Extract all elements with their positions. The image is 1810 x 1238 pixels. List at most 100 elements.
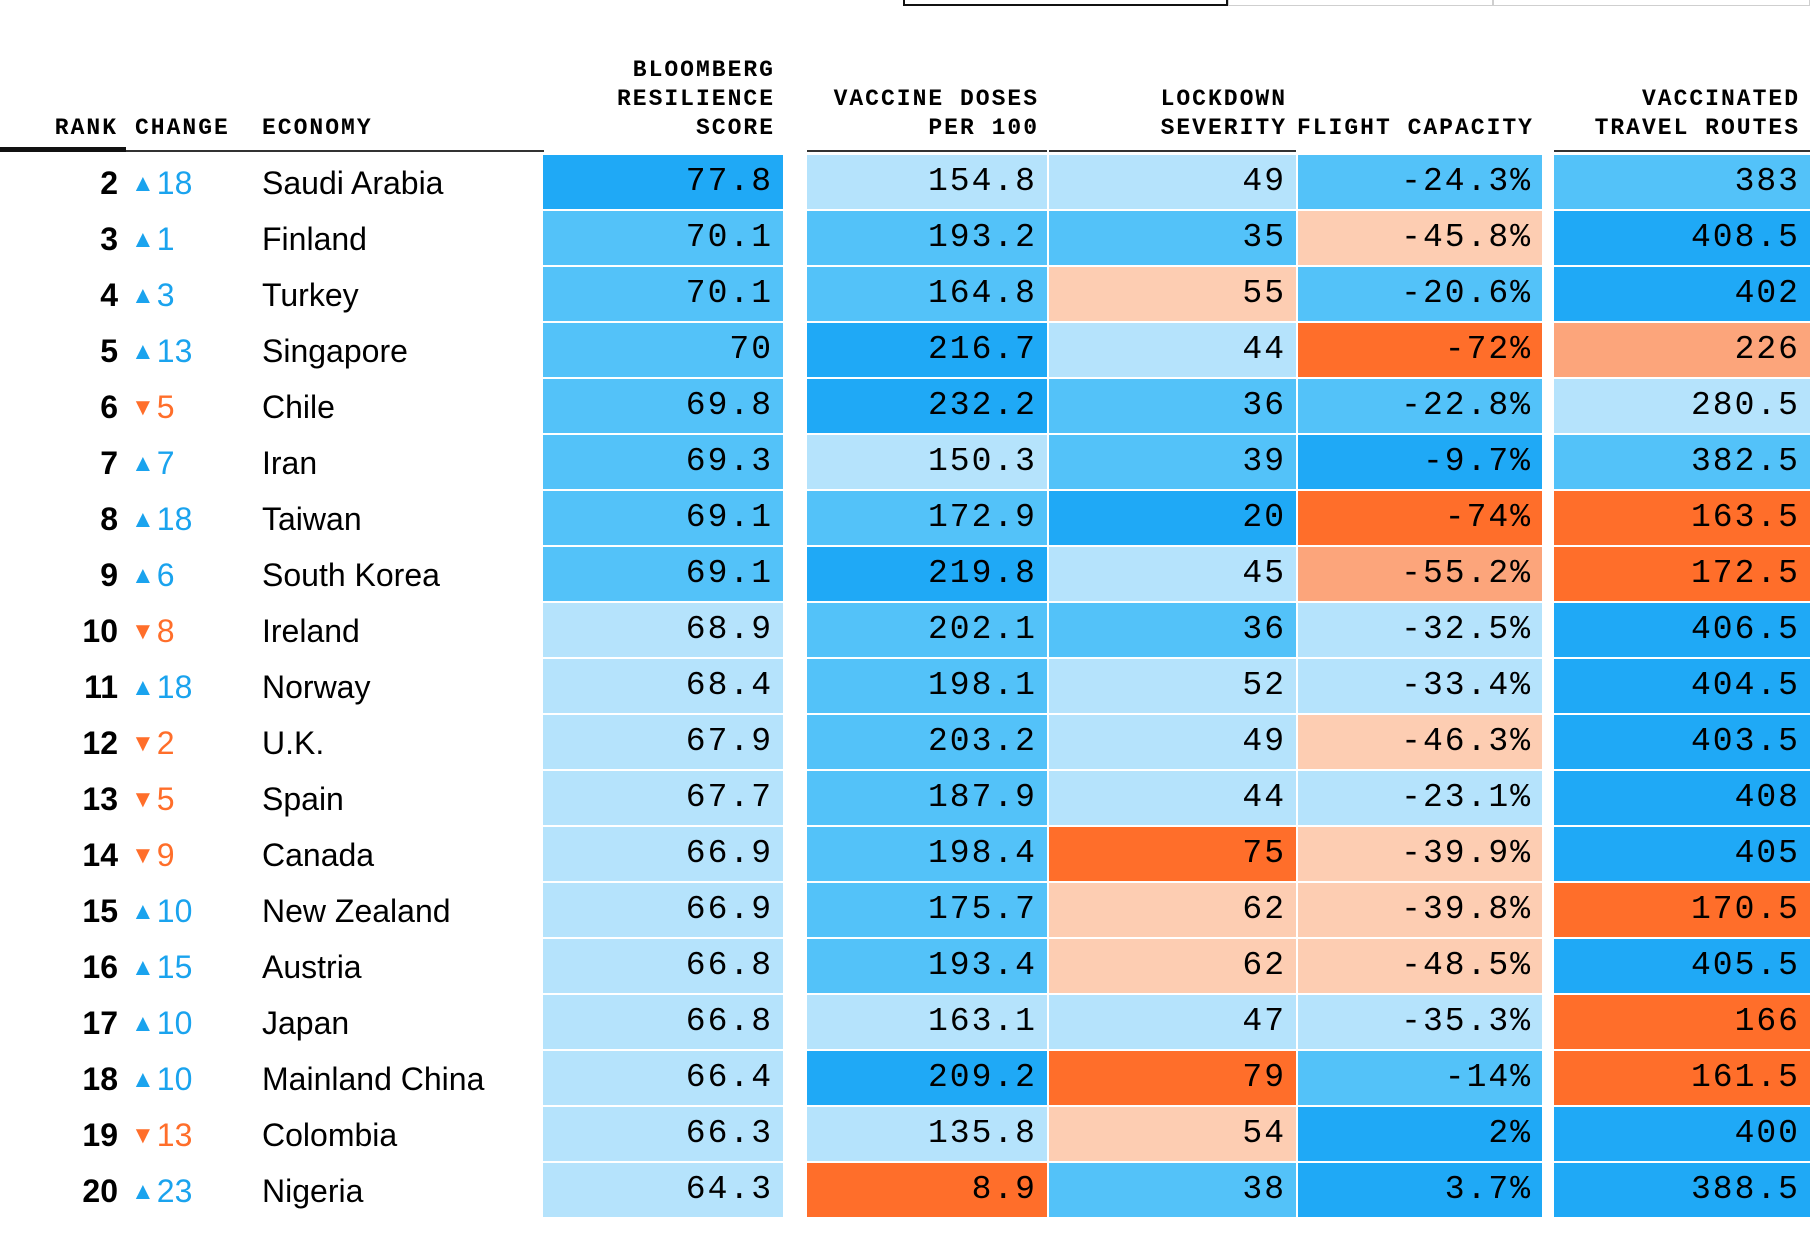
rank-cell: 2 [100, 165, 118, 201]
rank-cell: 5 [100, 333, 118, 369]
arrow-down-icon: ▼ [131, 394, 155, 421]
table-row[interactable]: 12 ▼2 U.K. 67.9 203.2 49 -46.3% 403.5 [0, 715, 1810, 771]
change-cell: ▲18 [131, 155, 241, 212]
arrow-up-icon: ▲ [131, 898, 155, 925]
economy-cell: Saudi Arabia [262, 165, 444, 201]
arrow-up-icon: ▲ [131, 282, 155, 309]
rank-cell: 14 [82, 837, 118, 873]
change-cell: ▲1 [131, 211, 241, 268]
lockdown-severity-cell: 55 [1049, 267, 1296, 321]
header-rank[interactable]: RANK [54, 115, 118, 141]
table-row[interactable]: 8 ▲18 Taiwan 69.1 172.9 20 -74% 163.5 [0, 491, 1810, 547]
table-row[interactable]: 4 ▲3 Turkey 70.1 164.8 55 -20.6% 402 [0, 267, 1810, 323]
tab-2[interactable] [1228, 0, 1493, 6]
table-row[interactable]: 2 ▲18 Saudi Arabia 77.8 154.8 49 -24.3% 383 [0, 155, 1810, 211]
change-cell: ▼9 [131, 827, 241, 884]
economy-cell: Canada [262, 837, 375, 873]
vaccine-doses-cell: 164.8 [807, 267, 1047, 321]
change-value: 8 [156, 613, 175, 649]
table-row[interactable]: 17 ▲10 Japan 66.8 163.1 47 -35.3% 166 [0, 995, 1810, 1051]
header-vaccine-doses[interactable]: VACCINE DOSES PER 100 [833, 86, 1039, 141]
travel-routes-cell: 170.5 [1554, 883, 1810, 937]
change-cell: ▼8 [131, 603, 241, 660]
table-row[interactable]: 18 ▲10 Mainland China 66.4 209.2 79 -14% 161.5 [0, 1051, 1810, 1107]
vaccine-doses-cell: 198.1 [807, 659, 1047, 713]
flight-capacity-cell: -39.8% [1298, 883, 1542, 937]
table-row[interactable]: 10 ▼8 Ireland 68.9 202.1 36 -32.5% 406.5 [0, 603, 1810, 659]
table-row[interactable]: 14 ▼9 Canada 66.9 198.4 75 -39.9% 405 [0, 827, 1810, 883]
change-cell: ▲15 [131, 939, 241, 996]
resilience-score-cell: 66.3 [543, 1107, 783, 1161]
flight-capacity-cell: -32.5% [1298, 603, 1542, 657]
table-row[interactable]: 3 ▲1 Finland 70.1 193.2 35 -45.8% 408.5 [0, 211, 1810, 267]
header-resilience-score[interactable]: BLOOMBERG RESILIENCE SCORE [616, 57, 775, 141]
arrow-up-icon: ▲ [131, 1178, 155, 1205]
table-row[interactable]: 11 ▲18 Norway 68.4 198.1 52 -33.4% 404.5 [0, 659, 1810, 715]
tab-active[interactable] [903, 0, 1228, 6]
header-change[interactable]: CHANGE [135, 115, 230, 141]
arrow-down-icon: ▼ [131, 618, 155, 645]
vaccine-doses-cell: 187.9 [807, 771, 1047, 825]
travel-routes-cell: 406.5 [1554, 603, 1810, 657]
arrow-down-icon: ▼ [131, 786, 155, 813]
table-row[interactable]: 19 ▼13 Colombia 66.3 135.8 54 2% 400 [0, 1107, 1810, 1163]
table-row[interactable]: 6 ▼5 Chile 69.8 232.2 36 -22.8% 280.5 [0, 379, 1810, 435]
lockdown-severity-cell: 38 [1049, 1163, 1296, 1217]
change-cell: ▲6 [131, 547, 241, 604]
arrow-down-icon: ▼ [131, 842, 155, 869]
table-row[interactable]: 13 ▼5 Spain 67.7 187.9 44 -23.1% 408 [0, 771, 1810, 827]
header-rule [1049, 150, 1296, 152]
travel-routes-cell: 172.5 [1554, 547, 1810, 601]
header-rule-active [0, 147, 126, 152]
arrow-up-icon: ▲ [131, 562, 155, 589]
vaccine-doses-cell: 216.7 [807, 323, 1047, 377]
travel-routes-cell: 403.5 [1554, 715, 1810, 769]
economy-cell: Chile [262, 389, 335, 425]
lockdown-severity-cell: 45 [1049, 547, 1296, 601]
table-row[interactable]: 9 ▲6 South Korea 69.1 219.8 45 -55.2% 172.5 [0, 547, 1810, 603]
table-row[interactable]: 15 ▲10 New Zealand 66.9 175.7 62 -39.8% 170.5 [0, 883, 1810, 939]
change-value: 18 [156, 165, 193, 201]
economy-cell: Japan [262, 1005, 350, 1041]
change-value: 13 [156, 333, 193, 369]
arrow-up-icon: ▲ [131, 506, 155, 533]
flight-capacity-cell: -14% [1298, 1051, 1542, 1105]
flight-capacity-cell: -74% [1298, 491, 1542, 545]
vaccine-doses-cell: 8.9 [807, 1163, 1047, 1217]
lockdown-severity-cell: 47 [1049, 995, 1296, 1049]
header-lockdown-severity[interactable]: LOCKDOWN SEVERITY [1160, 86, 1287, 141]
change-value: 10 [156, 1061, 193, 1097]
change-value: 5 [156, 781, 175, 817]
flight-capacity-cell: -48.5% [1298, 939, 1542, 993]
vaccine-doses-cell: 219.8 [807, 547, 1047, 601]
travel-routes-cell: 388.5 [1554, 1163, 1810, 1217]
lockdown-severity-cell: 49 [1049, 715, 1296, 769]
rank-cell: 11 [84, 669, 118, 705]
rank-cell: 13 [82, 781, 118, 817]
change-value: 3 [156, 277, 175, 313]
vaccine-doses-cell: 150.3 [807, 435, 1047, 489]
resilience-score-cell: 70 [543, 323, 783, 377]
header-economy[interactable]: ECONOMY [262, 115, 373, 141]
economy-cell: Ireland [262, 613, 360, 649]
economy-cell: Colombia [262, 1117, 398, 1153]
resilience-score-cell: 77.8 [543, 155, 783, 209]
change-value: 13 [156, 1117, 193, 1153]
arrow-up-icon: ▲ [131, 450, 155, 477]
economy-cell: Mainland China [262, 1061, 485, 1097]
table-row[interactable]: 20 ▲23 Nigeria 64.3 8.9 38 3.7% 388.5 [0, 1163, 1810, 1219]
table-row[interactable]: 5 ▲13 Singapore 70 216.7 44 -72% 226 [0, 323, 1810, 379]
rank-cell: 15 [82, 893, 118, 929]
header-vaccinated-travel-routes[interactable]: VACCINATED TRAVEL ROUTES [1594, 86, 1800, 141]
change-cell: ▼5 [131, 379, 241, 436]
header-flight-capacity[interactable]: FLIGHT CAPACITY [1296, 115, 1534, 141]
resilience-score-cell: 66.9 [543, 883, 783, 937]
change-cell: ▼13 [131, 1107, 241, 1164]
table-row[interactable]: 7 ▲7 Iran 69.3 150.3 39 -9.7% 382.5 [0, 435, 1810, 491]
economy-cell: U.K. [262, 725, 325, 761]
vaccine-doses-cell: 193.2 [807, 211, 1047, 265]
lockdown-severity-cell: 54 [1049, 1107, 1296, 1161]
table-row[interactable]: 16 ▲15 Austria 66.8 193.4 62 -48.5% 405.5 [0, 939, 1810, 995]
travel-routes-cell: 400 [1554, 1107, 1810, 1161]
